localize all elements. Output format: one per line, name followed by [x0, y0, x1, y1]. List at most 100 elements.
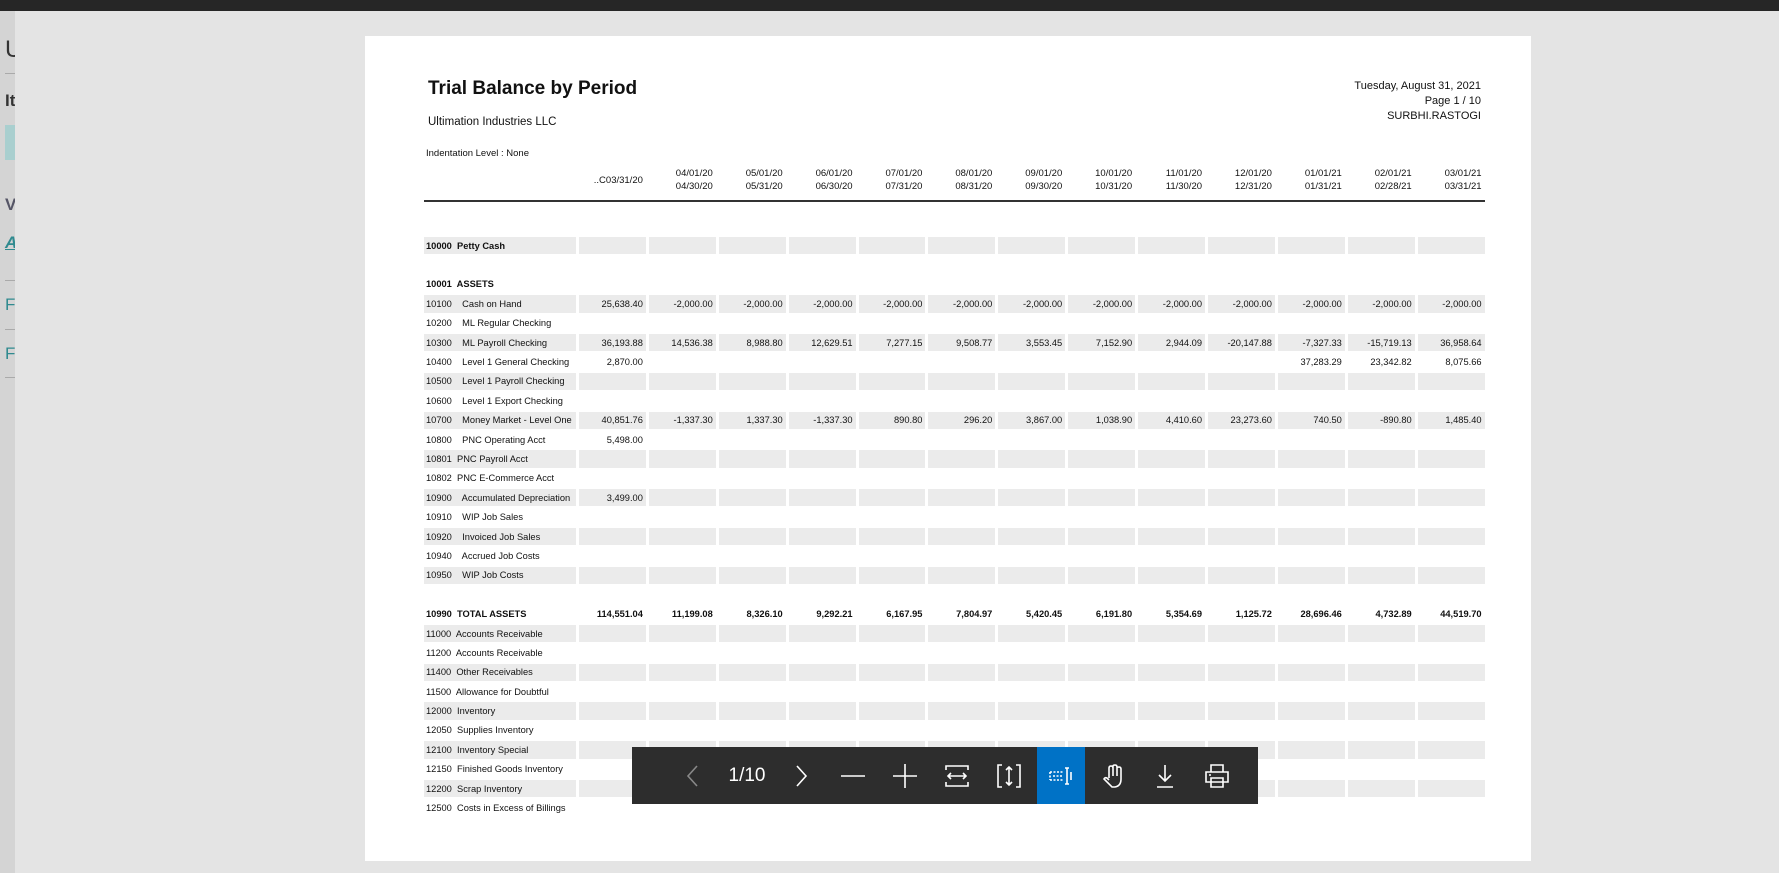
value-cell [1138, 566, 1206, 585]
column-header-line1: 07/01/20 [885, 168, 923, 179]
table-row: 10600 Level 1 Export Checking [424, 391, 1486, 410]
value-cell [1138, 683, 1205, 700]
value-cell [998, 566, 1066, 585]
value-cell [1208, 489, 1275, 507]
value-cell: 23,342.82 [1370, 357, 1412, 368]
account-label: 11400 Other Receivables [424, 663, 576, 681]
value-cell: 40,851.76 [579, 411, 646, 429]
table-row: 10900 Accumulated Depreciation 3,499.00 [424, 488, 1486, 507]
value-cell [1068, 527, 1136, 546]
value-cell: 740.50 [1277, 411, 1345, 429]
value-cell: -7,327.33 [1277, 333, 1345, 352]
value-cell [1277, 237, 1345, 255]
value-cell [1138, 372, 1206, 391]
zoom-out-button[interactable] [827, 747, 879, 804]
previous-page-button[interactable] [667, 747, 719, 804]
fit-page-button[interactable] [983, 747, 1035, 804]
value-cell [649, 470, 716, 487]
value-cell [998, 722, 1065, 739]
value-cell [1418, 276, 1485, 293]
column-header: 10/01/20 10/31/20 [1068, 163, 1135, 197]
value-cell: 1,485.40 [1417, 411, 1485, 429]
value-cell [718, 702, 786, 720]
value-cell [928, 431, 995, 448]
value-cell [1138, 527, 1206, 546]
value-cell [1418, 799, 1485, 816]
value-cell [1278, 392, 1345, 409]
value-cell [789, 353, 856, 370]
account-label: 11500 Allowance for Doubtful [426, 686, 549, 697]
value-cell [859, 547, 926, 564]
divider [5, 329, 15, 330]
bg-link[interactable]: F [5, 344, 15, 363]
column-header-line1: 08/01/20 [955, 168, 993, 179]
value-cell [928, 644, 995, 661]
value-cell [1277, 566, 1345, 585]
value-cell [859, 431, 926, 448]
account-label: 12100 Inventory Special [424, 741, 576, 759]
account-label: 10910 WIP Job Sales [426, 512, 523, 523]
value-cell [859, 315, 926, 332]
value-cell [788, 702, 856, 720]
value-cell [1278, 276, 1345, 293]
account-label: 10700 Money Market - Level One [424, 411, 576, 429]
text-select-button[interactable] [1037, 747, 1085, 804]
value-cell [648, 237, 716, 255]
value-cell [1278, 315, 1345, 332]
bg-link[interactable]: A [5, 233, 15, 253]
value-cell: 890.80 [858, 411, 926, 429]
value-cell [1347, 450, 1415, 468]
value-cell [579, 702, 646, 720]
minus-icon [841, 774, 865, 777]
account-label: 10920 Invoiced Job Sales [424, 527, 576, 546]
value-cell [859, 392, 926, 409]
column-header-line2: 10/31/20 [1095, 181, 1133, 192]
value-cell: 8,326.10 [746, 609, 783, 620]
value-cell [1068, 353, 1135, 370]
account-label: 12150 Finished Goods Inventory [426, 764, 563, 775]
value-cell: -2,000.00 [1068, 295, 1136, 313]
value-cell [1068, 547, 1135, 564]
value-cell [1208, 566, 1275, 585]
value-cell [1208, 276, 1275, 293]
account-label: 10400 Level 1 General Checking [426, 357, 570, 368]
pan-button[interactable] [1087, 747, 1139, 804]
zoom-in-button[interactable] [879, 747, 931, 804]
value-cell [858, 372, 926, 391]
value-cell: -2,000.00 [1417, 295, 1485, 313]
spacer-row [424, 255, 1486, 274]
column-header: ..C03/31/20 [579, 163, 646, 197]
value-cell [998, 315, 1065, 332]
value-cell [648, 566, 716, 585]
value-cell [1138, 663, 1206, 681]
download-button[interactable] [1139, 747, 1191, 804]
value-cell: 4,732.89 [1375, 609, 1412, 620]
value-cell [579, 741, 646, 759]
bg-text: U [5, 36, 15, 63]
value-cell [1277, 702, 1345, 720]
value-cell [1278, 431, 1345, 448]
value-cell [1138, 353, 1205, 370]
value-cell: 114,551.04 [596, 609, 643, 620]
fit-width-button[interactable] [931, 747, 983, 804]
value-cell [1068, 663, 1136, 681]
next-page-button[interactable] [775, 747, 827, 804]
value-cell [719, 470, 786, 487]
value-cell [719, 353, 786, 370]
account-label: 10801 PNC Payroll Acct [424, 450, 576, 468]
value-cell [1278, 761, 1345, 778]
value-cell [579, 392, 646, 409]
bg-link[interactable]: F [5, 295, 15, 314]
text-select-icon [1049, 766, 1072, 785]
print-button[interactable] [1191, 747, 1243, 804]
value-cell: 37,283.29 [1300, 357, 1342, 368]
value-cell: 9,508.77 [928, 333, 996, 352]
download-icon [1157, 764, 1173, 788]
value-cell [858, 450, 926, 468]
value-cell [1208, 237, 1275, 255]
value-cell [719, 683, 786, 700]
account-label: 10990 TOTAL ASSETS [426, 609, 527, 620]
value-cell [579, 276, 646, 293]
value-cell: -2,000.00 [928, 295, 996, 313]
value-cell: 5,420.45 [1026, 609, 1063, 620]
